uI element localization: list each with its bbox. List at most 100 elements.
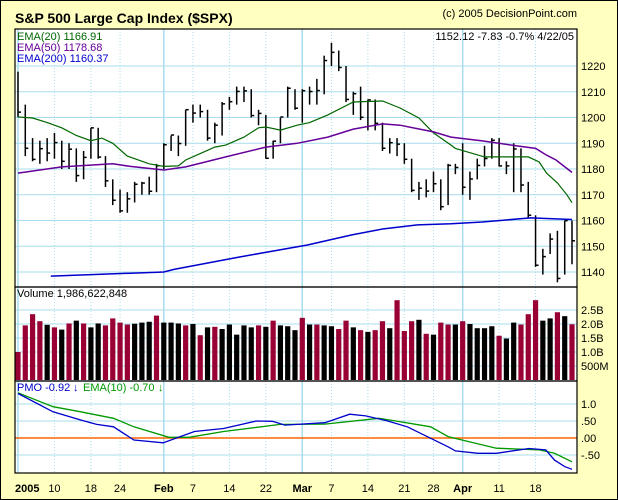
pmo-down-arrow-icon: ↓ <box>73 382 79 394</box>
x-tick-label: 10 <box>48 483 60 495</box>
volume-bar <box>365 331 371 380</box>
pmo-line <box>17 392 573 470</box>
volume-bar <box>306 324 313 380</box>
volume-bar <box>241 325 247 380</box>
volume-bar <box>161 322 167 380</box>
x-tick-label: Mar <box>293 483 313 495</box>
volume-bar <box>270 320 276 380</box>
price-tick-label: 1140 <box>581 267 605 279</box>
volume-bar <box>409 321 415 380</box>
x-tick-label: 18 <box>529 483 541 495</box>
price-tick-label: 1190 <box>581 138 605 150</box>
price-tick-label: 1170 <box>581 190 605 202</box>
ema20-line <box>17 100 573 204</box>
volume-bar <box>532 300 539 380</box>
x-tick-label: 11 <box>493 483 504 495</box>
x-tick-label: 21 <box>398 483 410 495</box>
x-tick-label: 14 <box>223 483 235 495</box>
volume-bar <box>285 326 291 380</box>
volume-tick-label: 2.5B <box>581 305 604 317</box>
volume-bar <box>496 335 502 380</box>
volume-bar <box>336 329 342 380</box>
volume-bar <box>467 324 473 380</box>
volume-bar <box>277 325 284 380</box>
volume-bar <box>503 338 509 380</box>
panel-price <box>14 28 578 288</box>
legend-ema200: EMA(200) 1160.37 <box>17 53 109 65</box>
x-tick-label: 24 <box>114 483 126 495</box>
price-tick-label: 1180 <box>581 164 605 176</box>
pmo-tick-label: -.50 <box>581 450 600 462</box>
x-tick-label: Apr <box>453 483 473 495</box>
price-tick-label: 1200 <box>581 113 605 125</box>
volume-bar <box>204 327 211 380</box>
volume-bar <box>358 330 364 380</box>
volume-bar <box>562 316 568 380</box>
volume-bar <box>197 335 203 380</box>
volume-bar <box>430 334 437 380</box>
volume-bar <box>401 331 407 380</box>
x-tick-label: 7 <box>190 483 196 495</box>
x-tick-label: Feb <box>154 483 174 495</box>
volume-bar <box>59 329 65 380</box>
ema200-line <box>50 217 573 277</box>
volume-bar <box>73 320 79 380</box>
volume-bar <box>139 322 145 380</box>
volume-bar <box>554 312 561 380</box>
legend-pmo: PMO -0.92 <box>17 382 70 394</box>
volume-bar <box>445 324 451 380</box>
legend-ema50: EMA(50) 1178.68 <box>17 42 102 54</box>
last-quote: 1152.12 -7.83 -0.7% 4/22/05 <box>435 31 574 43</box>
volume-tick-label: 500M <box>581 361 609 373</box>
volume-bar <box>255 325 262 380</box>
volume-bar <box>44 324 50 380</box>
volume-tick-label: 1.0B <box>581 347 604 359</box>
volume-bar <box>416 319 422 380</box>
volume-bar <box>379 321 386 380</box>
pmo-tick-label: .00 <box>581 433 596 445</box>
volume-bar <box>481 328 488 380</box>
volume-bar <box>569 324 575 380</box>
volume-bar <box>387 328 393 380</box>
volume-bar <box>81 323 87 380</box>
volume-bar <box>438 322 444 380</box>
volume-bar <box>394 300 400 380</box>
volume-bar <box>248 327 254 380</box>
volume-bar <box>37 321 43 380</box>
volume-bar <box>540 320 546 380</box>
volume-bar <box>95 323 101 380</box>
volume-bar <box>175 323 181 380</box>
volume-bar <box>452 324 458 380</box>
volume-bar <box>146 321 152 380</box>
x-tick-label: 14 <box>362 483 374 495</box>
ema50-line <box>17 123 573 174</box>
volume-bar <box>124 324 130 380</box>
x-tick-label: 7 <box>328 483 334 495</box>
volume-bar <box>292 330 298 380</box>
volume-bar <box>190 324 196 380</box>
volume-bar <box>489 326 495 380</box>
volume-bar <box>263 326 269 380</box>
volume-tick-label: 2.0B <box>581 319 604 331</box>
pmo-ema-down-arrow-icon: ↓ <box>158 382 164 394</box>
volume-bar <box>474 328 480 380</box>
volume-label: Volume 1,986,622,848 <box>17 288 127 300</box>
volume-bar <box>29 314 36 380</box>
volume-bar <box>22 325 28 380</box>
volume-bar <box>350 327 356 380</box>
volume-bar <box>299 317 305 380</box>
copyright: (c) 2005 DecisionPoint.com <box>442 8 577 20</box>
volume-bar <box>88 327 94 380</box>
legend-pmo-ema: EMA(10) -0.70 <box>83 382 155 394</box>
x-tick-label: 2005 <box>15 483 39 495</box>
volume-bar <box>314 324 320 380</box>
price-tick-label: 1150 <box>581 241 605 253</box>
volume-tick-label: 1.5B <box>581 333 604 345</box>
volume-bar <box>66 323 72 380</box>
panel-border-pmo <box>14 380 578 474</box>
volume-bar <box>110 318 116 380</box>
panel-pmo <box>14 380 578 474</box>
x-tick-label: 18 <box>85 483 97 495</box>
volume-bar <box>328 326 335 380</box>
